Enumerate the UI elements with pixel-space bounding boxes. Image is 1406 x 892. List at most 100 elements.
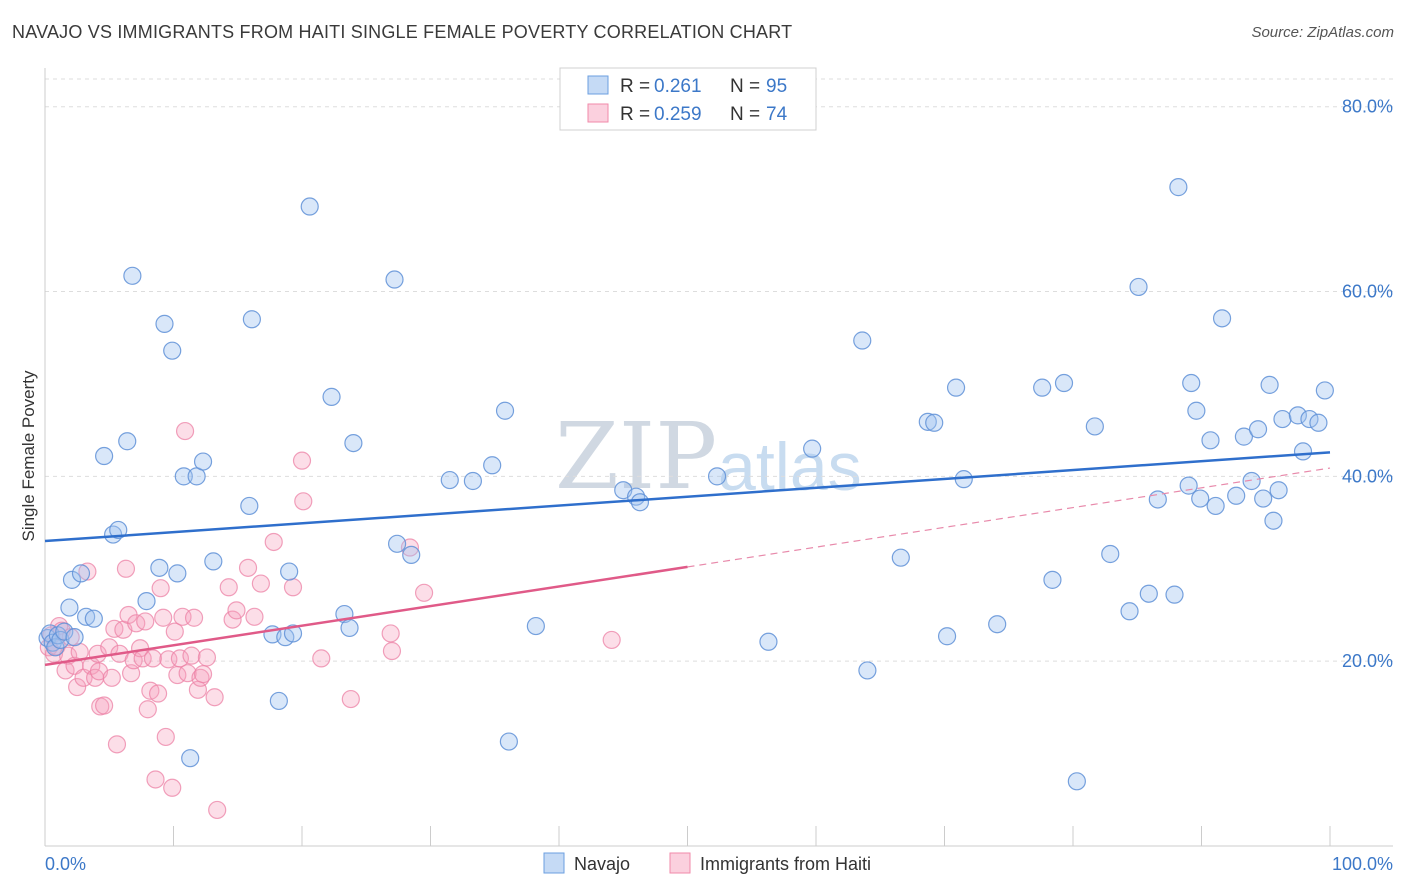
navajo-point [269,691,288,711]
haiti-point [148,684,168,703]
haiti-point [292,451,312,470]
navajo-point [95,446,114,466]
navajo-point [1227,486,1246,505]
navajo-point [988,615,1007,634]
haiti-point [208,800,227,820]
navajo-point [55,622,74,641]
bottom-legend-swatch-navajo [543,852,565,874]
haiti-point [251,574,270,593]
navajo-point [181,749,200,768]
navajo-point [463,471,483,491]
haiti-trendline-extension [687,467,1331,568]
legend-r-label-haiti: R = [620,104,650,125]
navajo-point [1187,401,1206,420]
navajo-point [937,627,957,646]
navajo-point [402,545,421,565]
haiti-point [170,649,190,668]
haiti-point [136,612,155,631]
navajo-point [1260,375,1279,394]
haiti-point [165,622,184,641]
haiti-point [95,696,114,715]
navajo-point [387,534,407,553]
navajo-point [1085,417,1104,436]
navajo-point [891,548,910,567]
legend-n-value-navajo: 95 [766,76,787,97]
navajo-point [1242,471,1261,491]
y-tick-label: 20.0% [1342,651,1393,671]
navajo-point [1248,420,1268,439]
y-tick-labels: 20.0% 40.0% 60.0% 80.0% [1342,97,1393,671]
navajo-point [1264,511,1283,530]
navajo-point [759,632,778,651]
navajo-point [1139,584,1158,603]
y-tick-label: 40.0% [1342,466,1393,486]
navajo-point [71,564,91,583]
navajo-point [84,609,103,628]
navajo-point [204,552,223,571]
haiti-point [163,778,182,797]
haiti-point [197,648,217,667]
legend-r-value-navajo: 0.261 [654,76,702,97]
navajo-trendline [44,451,1331,543]
chart-title: NAVAJO VS IMMIGRANTS FROM HAITI SINGLE F… [12,22,793,42]
bottom-legend-haiti: Immigrants from Haiti [700,854,871,874]
navajo-point [60,598,79,617]
haiti-point [154,608,173,627]
navajo-point [155,314,174,333]
navajo-point [946,378,966,397]
navajo-point [440,470,459,490]
haiti-point [127,614,146,633]
haiti-point [245,607,264,626]
navajo-point [62,570,82,589]
navajo-point [1315,381,1334,400]
navajo-point [1288,406,1307,425]
legend-n-label-navajo: N = [730,76,760,97]
navajo-point [1165,585,1184,604]
haiti-point [151,579,170,598]
navajo-point [300,197,319,216]
legend: R = 0.261 N = 95 R = 0.259 N = 74 [559,67,817,131]
navajo-point [1269,481,1288,500]
navajo-point [499,732,518,751]
navajo-point [1206,496,1225,516]
haiti-point [116,559,136,578]
navajo-point [1043,570,1062,589]
haiti-point [175,421,195,441]
navajo-point [1201,431,1220,450]
haiti-point [341,689,360,709]
navajo-point [925,413,944,432]
y-tick-label: 80.0% [1342,97,1393,117]
navajo-point [174,467,193,486]
haiti-point [138,700,157,719]
legend-r-label-navajo: R = [620,76,650,97]
y-axis-label: Single Female Poverty [19,370,38,542]
navajo-point [168,564,187,583]
navajo-point [1182,373,1201,393]
navajo-point [1300,409,1319,429]
navajo-point [630,493,650,512]
haiti-point [382,641,402,661]
navajo-point [858,661,877,680]
navajo-point [193,452,213,471]
haiti-point [283,578,303,597]
haiti-point [156,727,175,747]
navajo-points [38,178,1334,791]
haiti-point [312,649,331,668]
navajo-point [853,331,872,350]
source-label: Source: ZipAtlas.com [1251,24,1394,41]
legend-n-value-haiti: 74 [766,104,788,125]
haiti-point [381,624,400,643]
navajo-point [803,439,822,458]
navajo-point [242,310,261,329]
navajo-point [1212,309,1232,328]
haiti-points [39,421,621,820]
navajo-point [340,618,359,638]
navajo-point [1191,489,1210,508]
navajo-point [137,592,156,611]
navajo-point [918,412,937,431]
navajo-point [1120,602,1139,621]
navajo-point [1033,378,1052,397]
navajo-point [109,520,128,540]
navajo-point [65,628,84,647]
